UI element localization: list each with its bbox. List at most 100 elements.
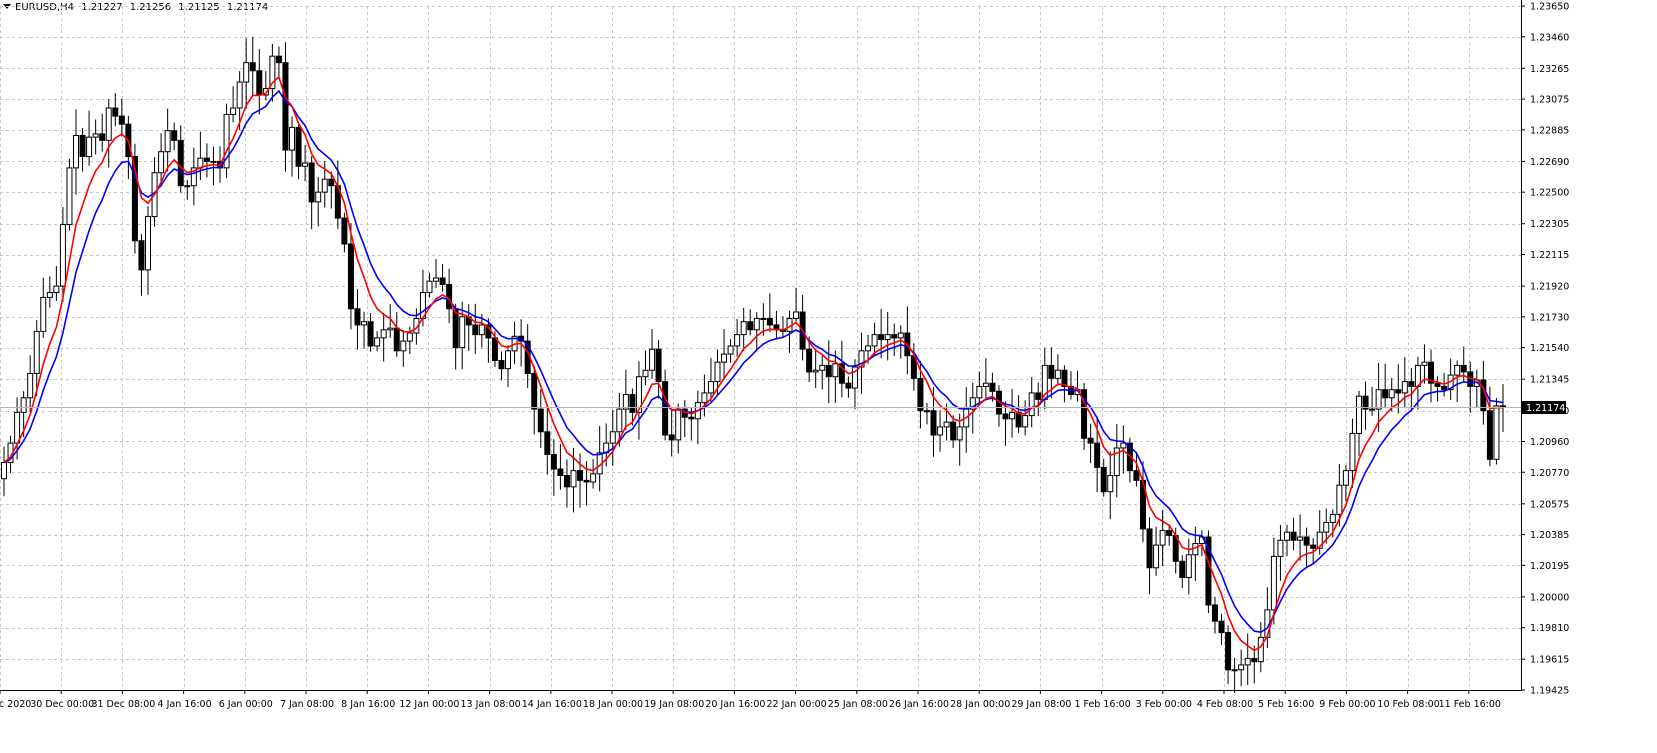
price-tick-label: 1.21540 [1530,343,1569,354]
candle [27,355,34,412]
candle [1087,423,1094,464]
candle-body-bull [1297,536,1304,541]
candle-body-bear [825,364,832,378]
candle [563,459,570,508]
candle [1473,369,1480,408]
candle-body-bull [1421,361,1428,366]
price-tick-label: 1.23265 [1530,64,1569,75]
candle [596,425,603,492]
candle [1297,514,1304,561]
candle-body-bear [838,363,845,384]
candle [734,318,741,357]
candle [505,345,512,388]
candle [190,147,197,206]
candle-body-bull [1323,521,1330,533]
candle [1290,517,1297,551]
candle-body-bear [491,337,498,362]
candle [1349,418,1356,488]
candle-body-bear [1081,389,1088,439]
candle [1231,657,1238,694]
candle [544,406,551,475]
candle [269,43,276,102]
candle [1153,526,1160,576]
candle [158,133,165,187]
candle [46,276,53,308]
time-tick-label: 26 Jan 16:00 [889,699,949,710]
candle [662,369,669,441]
price-tick-label: 1.20960 [1530,437,1569,448]
candle-body-bull [46,292,53,298]
candle-body-bear [583,479,590,483]
candle-body-bull [734,334,741,347]
time-tick-label: 22 Jan 00:00 [767,699,827,710]
candle-body-bull [675,408,682,441]
candle [282,42,289,172]
candle [694,390,701,445]
candle-body-bear [1087,437,1094,444]
candle [1375,362,1382,433]
current-price-tag [1522,401,1566,414]
candle-body-bear [629,394,636,413]
candle-body-bull [1231,669,1238,672]
candle [1146,517,1153,595]
candle-body-bull [1257,636,1264,663]
candle-body-bear [989,382,996,392]
candle [642,350,649,386]
candle [256,48,263,115]
candle [878,308,885,359]
candle-body-bull [1329,513,1336,523]
price-tick-label: 1.22305 [1530,219,1569,230]
candle [1342,465,1349,502]
candle [976,371,983,405]
candle-body-bull [740,321,747,336]
candle [1244,633,1251,685]
candle [210,146,217,186]
candle [806,336,813,382]
candle-body-bear [1395,389,1402,394]
candle [1382,363,1389,408]
candle [865,334,872,364]
time-tick-label: 29 Jan 08:00 [1011,699,1071,710]
candle-body-bull [315,191,322,203]
candle-body-bear [1048,364,1055,379]
candle [825,340,832,404]
candle-body-bull [819,364,826,371]
candle-body-bull [1113,447,1120,476]
candle [779,316,786,337]
candle [1303,527,1310,567]
symbol-label[interactable]: EURUSD,H4 [15,2,75,13]
candle [1277,524,1284,581]
candle [118,98,125,137]
candle [275,46,282,77]
open-price: 1.21227 [81,2,123,13]
candle [1179,555,1186,589]
candle-body-bull [145,215,152,271]
candle-body-bull [27,372,34,399]
candle [917,360,924,429]
candle-body-bull [1369,408,1376,411]
candle [262,71,269,101]
candle [1166,525,1173,546]
candle [433,258,440,289]
candle-body-bull [1270,555,1277,611]
candle [112,93,119,127]
candle [138,234,145,296]
candle [243,38,250,109]
candle-body-bear [1133,470,1140,481]
candle-body-bull [1454,364,1461,376]
candle-body-bull [66,167,73,226]
time-tick-label: 4 Jan 16:00 [158,699,212,710]
candle-body-bull [1493,405,1500,460]
price-tick-label: 1.23650 [1530,2,1569,13]
candle-body-bull [622,394,629,410]
candle-body-bull [374,337,381,347]
candle [1408,368,1415,410]
candle-body-bear [295,126,302,167]
candle [1028,377,1035,428]
time-tick-label: 18 Jan 00:00 [583,699,643,710]
candle [341,212,348,253]
candle [230,86,237,123]
candle-body-bear [531,372,538,410]
candle-body-bull [53,285,60,294]
